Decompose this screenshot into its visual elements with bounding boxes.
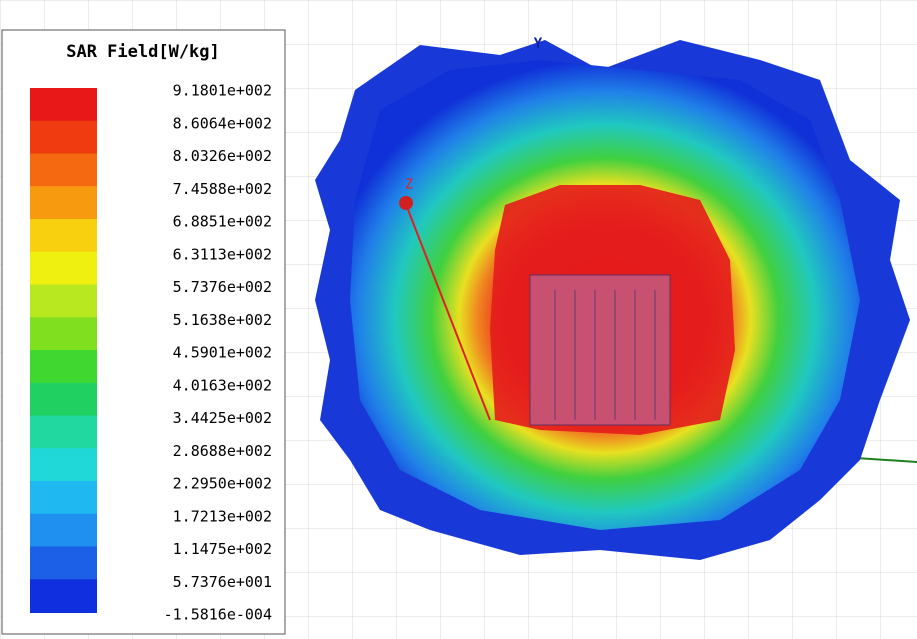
legend-swatch bbox=[30, 285, 97, 319]
legend-label: 4.5901e+002 bbox=[173, 344, 272, 362]
legend-swatch bbox=[30, 481, 97, 515]
legend-label: 1.7213e+002 bbox=[173, 507, 272, 525]
antenna bbox=[530, 275, 670, 425]
y-axis-label: Y bbox=[534, 36, 543, 52]
legend: SAR Field[W/kg] 9.1801e+002 8.6064e+002 8.… bbox=[2, 30, 285, 634]
legend-label: 3.4425e+002 bbox=[173, 409, 272, 427]
legend-title: SAR Field[W/kg] bbox=[66, 42, 220, 62]
legend-label: -1.5816e-004 bbox=[164, 606, 272, 624]
legend-label: 7.4588e+002 bbox=[173, 180, 272, 198]
legend-swatch bbox=[30, 186, 97, 220]
legend-swatch bbox=[30, 252, 97, 286]
legend-label: 2.2950e+002 bbox=[173, 475, 272, 493]
legend-label: 5.7376e+001 bbox=[173, 573, 272, 591]
legend-label: 2.8688e+002 bbox=[173, 442, 272, 460]
legend-label: 5.7376e+002 bbox=[173, 278, 272, 296]
legend-label: 6.8851e+002 bbox=[173, 213, 272, 231]
sar-view: Y Z SAR Field[W/kg] 9.1801e+002 8.6064e+0… bbox=[0, 0, 917, 639]
legend-swatch bbox=[30, 219, 97, 253]
z-axis-label: Z bbox=[405, 178, 413, 193]
legend-swatch bbox=[30, 154, 97, 188]
legend-swatch bbox=[30, 121, 97, 155]
legend-label: 8.0326e+002 bbox=[173, 147, 272, 165]
legend-swatch bbox=[30, 88, 97, 122]
legend-swatch bbox=[30, 317, 97, 351]
legend-swatch bbox=[30, 547, 97, 581]
legend-label: 4.0163e+002 bbox=[173, 376, 272, 394]
legend-label: 8.6064e+002 bbox=[173, 114, 272, 132]
legend-label: 9.1801e+002 bbox=[173, 82, 272, 100]
legend-swatch bbox=[30, 514, 97, 548]
legend-swatch bbox=[30, 350, 97, 384]
legend-swatch bbox=[30, 448, 97, 482]
legend-swatch bbox=[30, 416, 97, 450]
legend-label: 1.1475e+002 bbox=[173, 540, 272, 558]
z-axis-knob bbox=[399, 196, 413, 210]
legend-swatch bbox=[30, 383, 97, 417]
legend-label: 5.1638e+002 bbox=[173, 311, 272, 329]
legend-swatch bbox=[30, 579, 97, 613]
legend-label: 6.3113e+002 bbox=[173, 245, 272, 263]
